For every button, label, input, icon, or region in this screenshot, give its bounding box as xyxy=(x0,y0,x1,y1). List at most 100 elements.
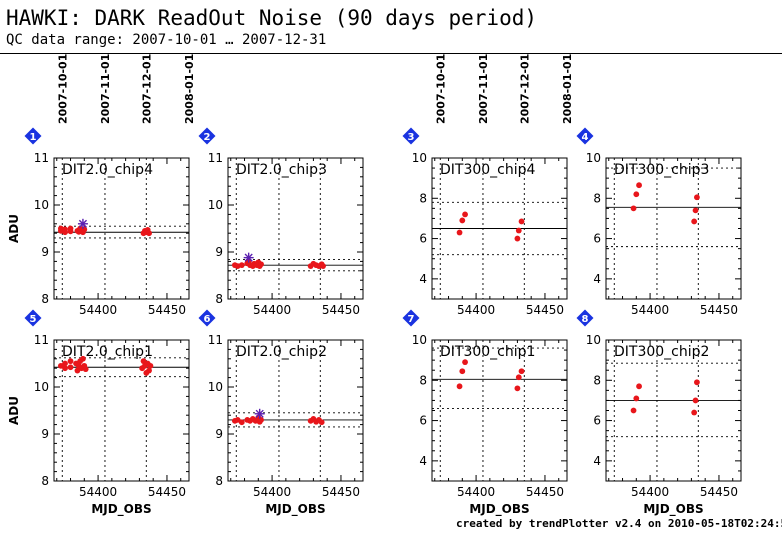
panel-badge-number: 4 xyxy=(582,132,589,143)
data-point xyxy=(630,205,637,212)
data-point xyxy=(146,367,152,374)
data-point xyxy=(62,226,68,233)
panel-badge-number: 3 xyxy=(408,132,415,143)
data-point xyxy=(691,409,698,416)
data-point xyxy=(238,419,245,426)
y-axis-label: ADU xyxy=(7,214,21,243)
y-tick-label: 9 xyxy=(215,427,223,441)
panel-1: 8 9 10 11 54400 54450 DIT2.0_chip4 1 ADU 2007-10-… xyxy=(7,54,196,317)
data-point xyxy=(515,374,522,381)
y-tick-label: 10 xyxy=(208,380,223,394)
panel-2: 8 9 10 11 54400 54450 DIT2.0_chip3 2 xyxy=(198,127,364,317)
panel-badge-number: 6 xyxy=(204,314,211,325)
plot-frame xyxy=(53,157,190,300)
data-point xyxy=(67,358,74,365)
top-date-tick-label: 2007-11-01 xyxy=(477,54,490,124)
top-date-tick-label: 2007-12-01 xyxy=(518,54,531,124)
x-tick-label: 54400 xyxy=(457,485,495,499)
date-range-subtitle: QC data range: 2007-10-01 … 2007-12-31 xyxy=(6,32,327,48)
y-tick-label: 10 xyxy=(34,380,49,394)
data-point xyxy=(694,194,700,201)
data-point xyxy=(258,261,264,268)
y-tick-label: 6 xyxy=(419,414,427,428)
star-marker xyxy=(254,408,265,419)
y-tick-label: 6 xyxy=(419,232,427,246)
x-tick-label: 54450 xyxy=(526,303,564,317)
header-divider xyxy=(0,53,782,54)
panel-6: 8 9 10 11 54400 54450 DIT2.0_chip2 6 MJD_OBS xyxy=(198,309,364,517)
data-point xyxy=(456,383,463,390)
y-tick-label: 8 xyxy=(41,292,49,306)
plot-frame xyxy=(605,157,742,300)
x-tick-label: 54400 xyxy=(79,485,117,499)
plot-frame xyxy=(227,339,364,482)
panel-badge-number: 1 xyxy=(30,132,37,143)
y-tick-label: 4 xyxy=(593,272,601,286)
top-date-tick-label: 2007-10-01 xyxy=(56,54,69,124)
y-tick-label: 8 xyxy=(419,373,427,387)
panel-badge xyxy=(576,309,594,327)
panel-4: 4 6 8 10 54400 54450 DIT300_chip3 4 xyxy=(576,127,742,317)
y-tick-label: 8 xyxy=(215,292,223,306)
data-point xyxy=(67,364,74,371)
panel-label: DIT300_chip2 xyxy=(614,344,709,360)
data-point xyxy=(633,395,640,402)
panel-badge xyxy=(198,127,216,145)
y-axis-label: ADU xyxy=(7,396,21,425)
y-tick-label: 6 xyxy=(593,232,601,246)
x-axis-label: MJD_OBS xyxy=(643,502,703,517)
data-point xyxy=(514,235,521,242)
plot-frame xyxy=(227,157,364,300)
page-title: HAWKI: DARK ReadOut Noise (90 days perio… xyxy=(6,6,538,30)
y-tick-label: 8 xyxy=(41,474,49,488)
data-point xyxy=(694,379,700,386)
x-tick-label: 54450 xyxy=(322,303,360,317)
top-date-tick-label: 2007-10-01 xyxy=(434,54,447,124)
data-point xyxy=(462,211,468,218)
y-tick-label: 9 xyxy=(215,245,223,259)
x-tick-label: 54450 xyxy=(700,303,738,317)
data-point xyxy=(636,383,642,390)
data-point xyxy=(146,230,152,237)
star-stroke xyxy=(78,219,88,228)
y-tick-label: 6 xyxy=(593,414,601,428)
panel-badge-number: 8 xyxy=(582,314,589,325)
x-tick-label: 54400 xyxy=(79,303,117,317)
data-point xyxy=(459,217,466,224)
panel-8: 4 6 8 10 54400 54450 DIT300_chip2 8 MJD_OBS xyxy=(576,309,742,517)
panel-label: DIT2.0_chip2 xyxy=(236,344,327,360)
panel-label: DIT2.0_chip4 xyxy=(62,162,153,178)
data-point xyxy=(456,229,463,236)
data-point xyxy=(318,419,325,426)
panel-7: 4 6 8 10 54400 54450 DIT300_chip1 7 MJD_OBS xyxy=(402,309,568,517)
y-tick-label: 4 xyxy=(419,272,427,286)
y-tick-label: 10 xyxy=(586,151,601,165)
x-tick-label: 54400 xyxy=(631,485,669,499)
y-tick-label: 9 xyxy=(41,427,49,441)
x-tick-label: 54400 xyxy=(253,485,291,499)
data-point xyxy=(459,368,466,375)
data-point xyxy=(462,359,468,366)
top-date-tick-label: 2008-01-01 xyxy=(561,54,574,124)
y-tick-label: 8 xyxy=(215,474,223,488)
data-point xyxy=(630,407,637,414)
data-point xyxy=(67,225,74,232)
data-point xyxy=(80,355,86,362)
footer-credit: created by trendPlotter v2.4 on 2010-05-… xyxy=(456,517,782,530)
y-tick-label: 11 xyxy=(34,151,49,165)
x-axis-label: MJD_OBS xyxy=(265,502,325,517)
panel-badge xyxy=(402,309,420,327)
panel-label: DIT2.0_chip1 xyxy=(62,344,153,360)
panel-badge xyxy=(576,127,594,145)
y-tick-label: 11 xyxy=(208,151,223,165)
x-tick-label: 54450 xyxy=(700,485,738,499)
data-point xyxy=(62,360,68,367)
data-point xyxy=(518,368,525,375)
y-tick-label: 10 xyxy=(586,333,601,347)
y-tick-label: 4 xyxy=(593,454,601,468)
star-stroke xyxy=(255,409,264,418)
data-point xyxy=(691,218,698,225)
panel-label: DIT300_chip1 xyxy=(440,344,535,360)
y-tick-label: 11 xyxy=(34,333,49,347)
star-marker xyxy=(77,218,88,229)
